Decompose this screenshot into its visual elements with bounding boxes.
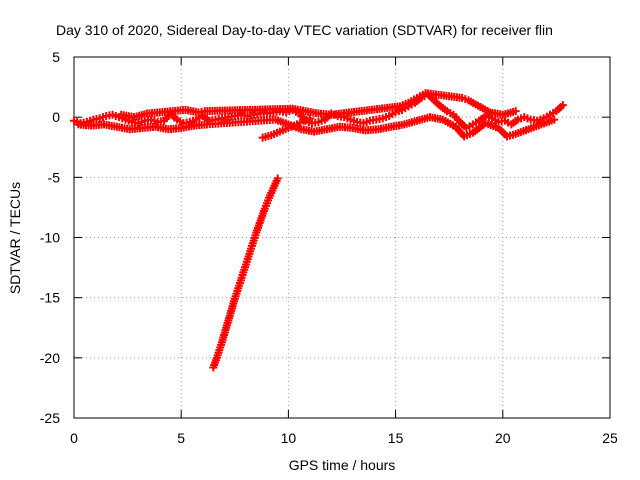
x-tick-labels: 0 5 10 15 20 25 [70,430,618,446]
y-tick-label: -25 [40,410,60,426]
x-tick-label: 20 [495,430,511,446]
y-tick-label: 0 [52,109,60,125]
x-tick-label: 25 [602,430,618,446]
x-tick-label: 0 [70,430,78,446]
data-points [70,89,567,372]
x-tick-label: 15 [388,430,404,446]
y-axis-title: SDTVAR / TECUs [7,182,23,294]
ticks [73,56,611,419]
y-tick-label: -10 [40,230,60,246]
y-tick-label: -20 [40,350,60,366]
y-tick-label: -5 [48,169,61,185]
data-point [558,101,567,110]
y-tick-label: 5 [52,49,60,65]
data-point [550,115,559,124]
data-point [305,114,314,123]
y-tick-label: -15 [40,290,60,306]
x-axis-title: GPS time / hours [289,457,396,473]
data-point [273,174,282,183]
x-tick-label: 10 [281,430,297,446]
x-tick-label: 5 [177,430,185,446]
data-point [511,107,520,116]
y-tick-labels: 5 0 -5 -10 -15 -20 -25 [40,49,60,426]
chart-title: Day 310 of 2020, Sidereal Day-to-day VTE… [56,22,553,38]
